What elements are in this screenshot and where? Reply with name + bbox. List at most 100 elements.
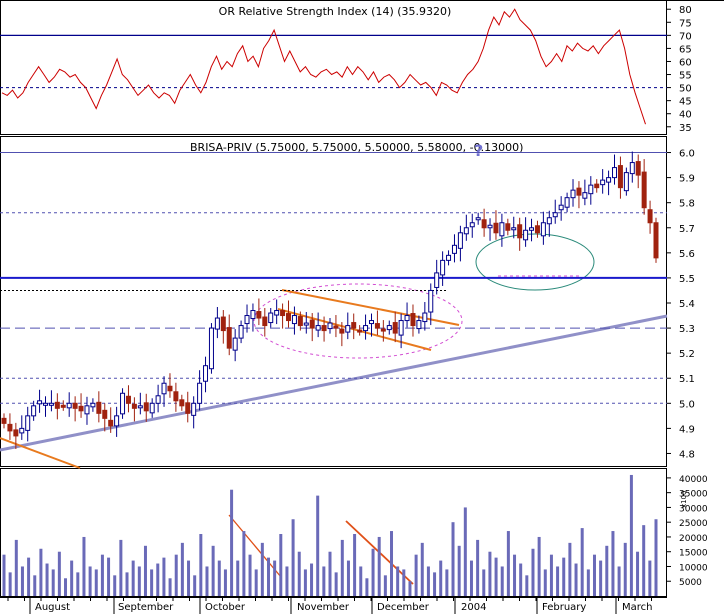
volume-bar <box>162 557 166 596</box>
candle-body <box>416 320 422 330</box>
candle-body <box>167 385 173 392</box>
candle-body <box>274 310 280 316</box>
candle-body <box>339 328 345 334</box>
volume-bar <box>242 531 246 596</box>
channel-upper-line <box>281 289 460 326</box>
candle-body <box>333 325 339 329</box>
volume-tick-label: 40000 <box>679 475 708 485</box>
candle-body <box>226 327 232 349</box>
candle-body <box>291 315 297 325</box>
x-tick-label: December <box>377 602 430 613</box>
candle-body <box>351 322 357 329</box>
candle-body <box>60 404 66 408</box>
volume-bar <box>27 557 31 596</box>
price-tick-label: 4.9 <box>679 424 695 435</box>
volume-bar <box>636 551 640 596</box>
x-tick-label: September <box>118 602 174 613</box>
candle-body <box>143 402 149 412</box>
rsi-tick-label: 75 <box>679 18 692 29</box>
x-tick-label: August <box>35 602 70 613</box>
volume-bar <box>592 554 596 596</box>
candle-body <box>303 322 309 326</box>
candle-body <box>102 409 108 419</box>
candle-body <box>380 328 386 332</box>
volume-bar <box>377 536 381 596</box>
candle-body <box>13 429 19 437</box>
volume-bar <box>248 554 252 596</box>
candle-body <box>96 401 102 414</box>
rsi-tick-label: 80 <box>679 5 692 16</box>
candle-body <box>78 405 84 412</box>
volume-bar <box>617 566 621 596</box>
volume-bar <box>346 560 350 596</box>
candle-body <box>540 222 546 237</box>
candle-body <box>84 405 90 415</box>
volume-tick-label: 5000 <box>679 578 702 588</box>
volume-bar <box>568 542 572 596</box>
volume-bar <box>463 507 467 596</box>
candle-body <box>404 315 410 322</box>
volume-bar <box>45 563 49 596</box>
volume-bar <box>537 536 541 596</box>
volume-bar <box>303 569 307 596</box>
rising-trendline <box>0 314 668 452</box>
volume-bar <box>623 542 627 596</box>
candle-body <box>286 313 292 322</box>
candle-body <box>428 289 434 313</box>
volume-bar <box>217 560 221 596</box>
volume-bar <box>414 554 418 596</box>
rsi-tick-label: 55 <box>679 71 692 82</box>
candle-body <box>517 224 523 239</box>
candle-body <box>250 310 256 320</box>
volume-bar <box>137 566 141 596</box>
price-tick-label: 4.8 <box>679 449 695 460</box>
volume-bar <box>168 578 172 596</box>
candle-body <box>297 316 303 327</box>
volume-bar <box>14 539 18 596</box>
volume-bar <box>20 566 24 596</box>
candle-body <box>386 325 392 331</box>
candle-body <box>155 395 161 404</box>
candle-body <box>197 382 203 404</box>
volume-bar <box>211 545 215 596</box>
candle-body <box>410 313 416 327</box>
candle-body <box>446 254 452 261</box>
candle-body <box>493 222 499 234</box>
volume-bar <box>445 569 449 596</box>
volume-scale-label: x100 <box>680 490 688 508</box>
volume-bar <box>285 566 289 596</box>
volume-bar <box>469 560 473 596</box>
candle-body <box>398 320 404 336</box>
x-tick-label: February <box>542 602 586 613</box>
rsi-series-line <box>1 8 646 125</box>
rsi-tick-label: 60 <box>679 57 692 68</box>
volume-bar <box>76 572 80 596</box>
volume-bar <box>131 560 135 596</box>
volume-tick-label: 30000 <box>679 504 708 514</box>
rsi-tick-label: 45 <box>679 97 692 108</box>
volume-bar <box>33 575 37 596</box>
volume-bar <box>476 539 480 596</box>
candle-body <box>374 323 380 329</box>
candle-body <box>582 192 588 199</box>
x-tick-label: October <box>205 602 246 613</box>
price-tick-label: 5.7 <box>679 224 695 235</box>
price-tick-label: 5.8 <box>679 199 695 210</box>
volume-bar <box>174 554 178 596</box>
price-tick-label: 5.9 <box>679 174 695 185</box>
candle-body <box>534 225 540 234</box>
volume-bar <box>586 569 590 596</box>
candle-body <box>523 229 529 241</box>
candle-body <box>214 317 220 330</box>
candle-body <box>232 337 238 351</box>
candle-body <box>1 417 7 424</box>
candle-body <box>600 179 606 186</box>
candle-body <box>173 391 179 402</box>
volume-bar <box>187 560 191 596</box>
candle-body <box>256 311 262 319</box>
volume-bar <box>119 539 123 596</box>
candle-body <box>191 402 197 416</box>
volume-bar <box>383 575 387 596</box>
candle-body <box>125 395 131 404</box>
volume-bar <box>642 525 646 596</box>
